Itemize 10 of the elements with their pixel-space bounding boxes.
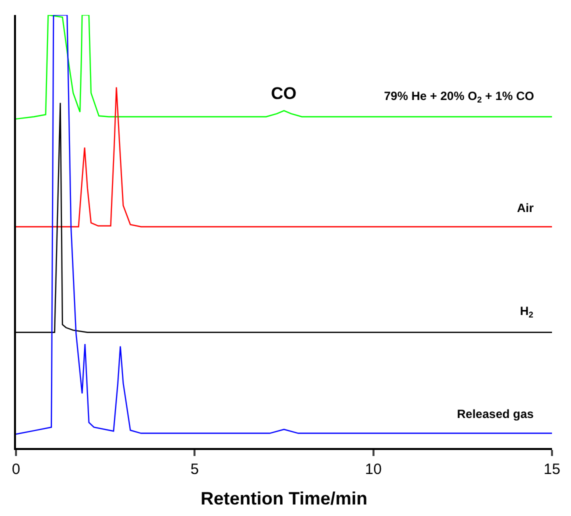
- series-label: Air: [517, 201, 534, 215]
- series-label: Released gas: [457, 407, 534, 421]
- x-axis-title: Retention Time/min: [200, 488, 368, 508]
- series-label: 79% He + 20% O$_{2}$ + 1% CO: [384, 89, 534, 105]
- x-tick-label: 5: [190, 460, 199, 478]
- x-tick-label: 10: [364, 460, 382, 478]
- x-tick-label: 15: [544, 460, 560, 478]
- annotation: CO: [271, 84, 296, 103]
- series-label: H$_{2}$: [520, 304, 534, 320]
- x-tick-label: 0: [12, 460, 20, 478]
